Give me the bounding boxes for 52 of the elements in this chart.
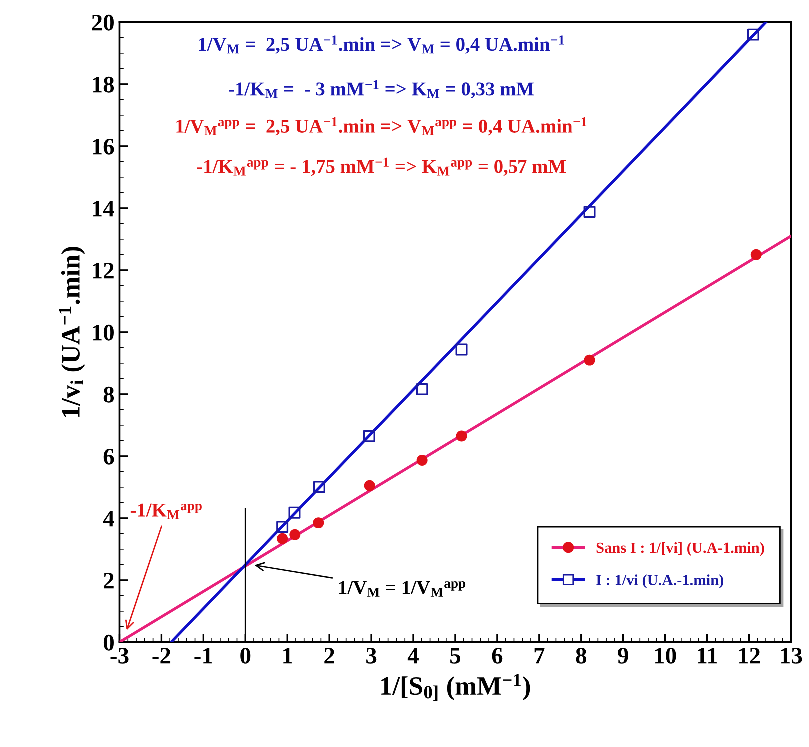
x-tick-label: 10 xyxy=(655,648,676,664)
y-axis-title: 1/v$_{i}$ (UA$^{−1}$.min) xyxy=(59,247,86,417)
legend-label: Sans I : 1/[vi] (U.A-1.min) xyxy=(596,542,764,556)
point xyxy=(416,383,428,396)
point xyxy=(363,430,376,442)
text: 1/V$_{M}$$^{app}$ = 2,5 UA$^{−1}$.min => V$_{M}$$^{app}$ = 0,4 UA.min$^{−1}$ xyxy=(176,118,587,136)
y-tick-label: 14 xyxy=(93,201,114,217)
x-tick-label: 8 xyxy=(576,648,586,664)
x-tick-label: 0 xyxy=(240,648,251,664)
point xyxy=(750,249,762,260)
annotation: -1/K$_{M}$$^{app}$ xyxy=(130,504,202,520)
point xyxy=(456,430,468,442)
text: -1/K$_{M}$$^{app}$ = - 1,75 mM$^{−1}$ => K$_{M}$$^{app}$ = 0,57 mM xyxy=(197,158,566,176)
legend-label: I : 1/vi (U.A.-1.min) xyxy=(596,574,724,589)
x-axis-title: 1/[S$_{0]}$ (mM$^{−1}$) xyxy=(382,674,530,702)
y-tick-label: 8 xyxy=(104,386,114,403)
annotation: -1/K$_{M}$ = - 3 mM$^{−1}$ => K$_{M}$ = 0,33 mM xyxy=(229,80,534,99)
point xyxy=(288,506,301,519)
point xyxy=(313,518,324,529)
point xyxy=(314,481,326,494)
x-tick-label: -1 xyxy=(194,648,212,664)
x-tick-label: 13 xyxy=(781,648,802,664)
point xyxy=(584,206,596,218)
x-tick-label: 9 xyxy=(618,648,628,664)
x-tick-label: 5 xyxy=(450,648,461,664)
point xyxy=(416,454,428,466)
annotation: 1/V$_{M}$ = 2,5 UA$^{−1}$.min => V$_{M}$ = 0,4 UA.min$^{−1}$ xyxy=(199,36,564,54)
y-tick-label: 16 xyxy=(93,138,114,155)
y-tick-label: 6 xyxy=(104,448,114,465)
point xyxy=(456,344,468,356)
y-tick-label: 2 xyxy=(104,572,114,589)
point xyxy=(747,28,760,41)
y-tick-label: 10 xyxy=(93,324,114,341)
point xyxy=(290,529,301,540)
point xyxy=(364,480,376,492)
y-tick-label: 4 xyxy=(103,511,114,527)
x-tick-label: 11 xyxy=(698,648,718,664)
point xyxy=(277,533,288,544)
annotation: 1/V$_{M}$ = 1/V$_{M}$$^{app}$ xyxy=(340,581,466,597)
y-tick-label: 12 xyxy=(93,262,114,279)
x-tick-label: 3 xyxy=(366,648,377,664)
x-tick-label: 2 xyxy=(324,648,334,664)
x-tick-label: -2 xyxy=(152,648,171,664)
x-tick-label: 12 xyxy=(739,648,760,664)
x-tick-label: 4 xyxy=(408,648,419,664)
y-tick-label: 18 xyxy=(93,76,114,93)
point xyxy=(584,354,596,366)
point xyxy=(276,521,289,534)
x-tick-label: 6 xyxy=(492,648,503,664)
x-tick-label: 1 xyxy=(284,648,292,664)
y-tick-label: 20 xyxy=(92,14,114,31)
x-tick-label: 7 xyxy=(534,648,545,664)
